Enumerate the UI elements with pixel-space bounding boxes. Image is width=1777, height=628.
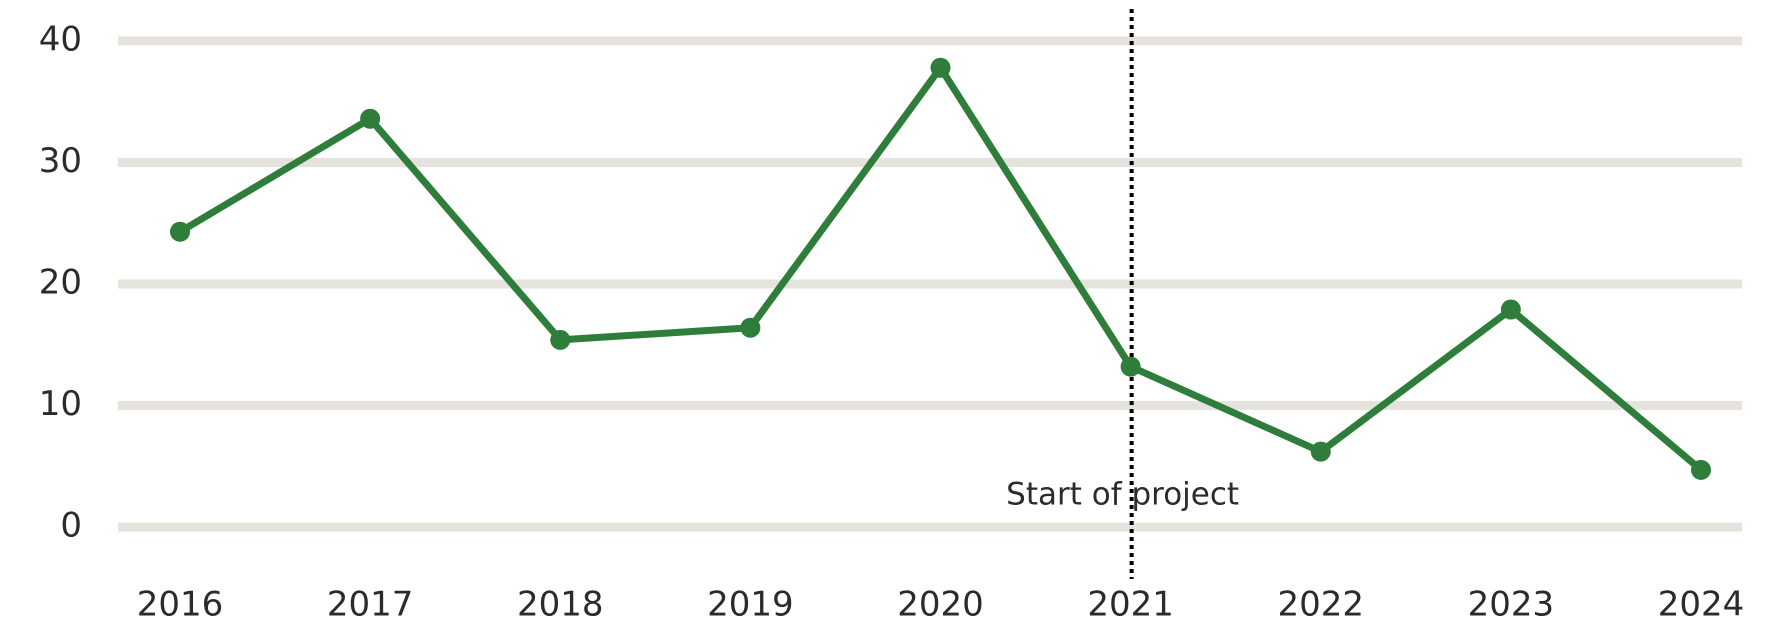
point xyxy=(1500,299,1521,320)
point xyxy=(1120,356,1141,377)
y-tick-label: 10 xyxy=(39,384,82,424)
x-tick-label: 2016 xyxy=(137,585,224,625)
point xyxy=(740,317,761,338)
point xyxy=(170,221,190,242)
x-tick-label: 2019 xyxy=(707,585,794,625)
x-tick-label: 2022 xyxy=(1277,585,1364,625)
y-tick-label: 20 xyxy=(39,263,82,303)
x-tick-label: 2021 xyxy=(1087,585,1174,625)
x-tick-label: 2018 xyxy=(517,585,604,625)
annotation-label: Start of project xyxy=(1006,477,1239,513)
y-tick-label: 40 xyxy=(39,20,82,60)
x-tick-label: 2024 xyxy=(1658,585,1745,625)
x-tick-label: 2020 xyxy=(897,585,984,625)
point xyxy=(930,57,951,78)
point xyxy=(1310,441,1331,462)
x-tick-label: 2023 xyxy=(1468,585,1555,625)
y-tick-label: 30 xyxy=(39,141,82,181)
point xyxy=(360,108,381,129)
y-tick-label: 0 xyxy=(60,506,82,546)
point xyxy=(1691,459,1711,480)
x-tick-label: 2017 xyxy=(327,585,414,625)
point xyxy=(550,329,571,350)
